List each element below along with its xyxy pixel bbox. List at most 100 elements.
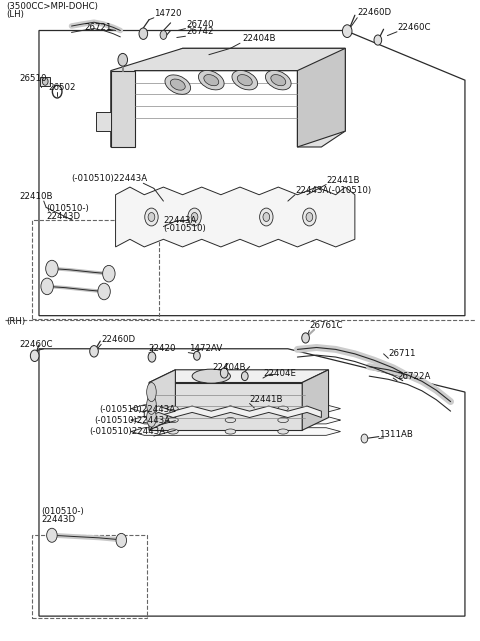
Circle shape [302,333,310,343]
Text: 22443A(-010510): 22443A(-010510) [295,186,371,195]
Ellipse shape [147,408,156,427]
Polygon shape [302,370,328,430]
Ellipse shape [278,406,288,411]
Circle shape [42,78,48,85]
Text: 22443D: 22443D [41,515,75,524]
Circle shape [118,53,128,66]
Ellipse shape [271,74,286,86]
Polygon shape [116,187,355,247]
Ellipse shape [170,79,185,90]
Text: 22420: 22420 [148,344,176,353]
Ellipse shape [198,71,224,90]
Text: 22460C: 22460C [397,23,431,32]
Text: 26502: 26502 [48,83,76,92]
Ellipse shape [278,417,288,422]
Ellipse shape [278,429,288,434]
Circle shape [41,278,53,295]
Circle shape [47,528,57,542]
Polygon shape [111,48,345,147]
Circle shape [139,28,148,39]
Text: 22410B: 22410B [20,192,53,201]
Text: 26742: 26742 [186,27,214,37]
Polygon shape [144,406,322,417]
Polygon shape [135,48,345,71]
Text: (010510-): (010510-) [41,506,84,515]
Circle shape [103,265,115,282]
Text: (-010510)22443A: (-010510)22443A [89,427,166,436]
Text: 22404E: 22404E [263,369,296,378]
Circle shape [361,434,368,443]
Polygon shape [111,71,135,147]
Ellipse shape [168,417,178,422]
Ellipse shape [232,71,258,90]
Circle shape [145,208,158,226]
Ellipse shape [165,75,191,94]
Ellipse shape [147,395,156,414]
Polygon shape [298,48,345,147]
Ellipse shape [168,429,178,434]
Text: 26761C: 26761C [310,321,343,330]
Text: 26740: 26740 [186,20,214,29]
Circle shape [306,213,313,222]
Bar [32,535,147,618]
Text: 22441B: 22441B [326,176,360,185]
Polygon shape [96,112,111,131]
Circle shape [241,372,248,381]
Text: (-010510)22443A: (-010510)22443A [72,174,148,183]
Ellipse shape [225,429,236,434]
Bar [40,77,50,86]
Ellipse shape [225,417,236,422]
Text: 26711: 26711 [388,349,416,358]
Polygon shape [149,370,328,383]
Ellipse shape [237,74,252,86]
Polygon shape [131,404,340,412]
Text: (-010510): (-010510) [163,224,206,233]
Circle shape [98,283,110,300]
Text: 22404B: 22404B [212,363,246,372]
Text: 26722A: 26722A [397,372,431,381]
Text: (-010510)22443A: (-010510)22443A [99,405,175,414]
Circle shape [193,351,200,360]
Ellipse shape [147,383,156,402]
Text: (LH): (LH) [6,10,24,19]
Circle shape [116,533,127,547]
Circle shape [260,208,273,226]
Circle shape [303,208,316,226]
Text: 26721: 26721 [84,23,112,32]
Text: (-010510)22443A: (-010510)22443A [94,416,170,425]
Text: 14720: 14720 [154,9,181,18]
Ellipse shape [192,369,230,383]
Circle shape [148,352,156,362]
Circle shape [374,35,382,45]
Text: 22441B: 22441B [250,394,283,404]
Circle shape [46,260,58,277]
Text: 22460D: 22460D [101,335,135,344]
Text: 1472AV: 1472AV [189,344,222,353]
Text: 22443D: 22443D [46,212,80,221]
Circle shape [220,368,228,378]
Ellipse shape [225,406,236,411]
Ellipse shape [168,406,178,411]
Ellipse shape [265,71,291,90]
Polygon shape [149,370,175,430]
Text: 1311AB: 1311AB [379,429,413,438]
Circle shape [148,213,155,222]
Polygon shape [131,416,340,424]
Text: 26510: 26510 [20,74,48,83]
Text: 22443A: 22443A [163,216,197,225]
Circle shape [90,345,98,357]
Circle shape [160,31,167,39]
Text: (RH): (RH) [6,317,25,326]
Bar [32,221,158,319]
Polygon shape [149,383,302,430]
Circle shape [188,208,201,226]
Text: (010510-): (010510-) [46,204,89,213]
Circle shape [263,213,270,222]
Circle shape [30,350,39,362]
Text: 22460C: 22460C [20,340,53,349]
Circle shape [342,25,352,38]
Polygon shape [131,428,340,435]
Circle shape [191,213,198,222]
Text: 22460D: 22460D [357,8,391,17]
Text: 22404B: 22404B [242,34,276,43]
